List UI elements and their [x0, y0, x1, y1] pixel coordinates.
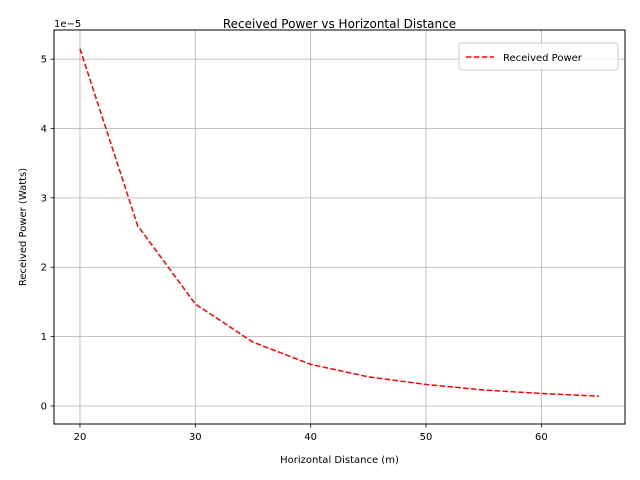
chart-title: Received Power vs Horizontal Distance — [223, 17, 456, 31]
series-lines — [79, 48, 600, 397]
y-tick-label: 1 — [41, 332, 47, 343]
y-tick-label: 4 — [41, 124, 47, 135]
y-tick-label: 3 — [41, 193, 47, 204]
legend: Received Power — [458, 42, 619, 71]
x-tick-label: 50 — [420, 432, 433, 443]
x-tick-label: 60 — [535, 432, 548, 443]
y-tick-label: 5 — [41, 55, 47, 66]
x-tick-label: 20 — [74, 432, 87, 443]
x-axis-label: Horizontal Distance (m) — [280, 455, 399, 466]
x-tick-label: 40 — [304, 432, 317, 443]
series-line-received-power — [79, 48, 600, 397]
y-axis-offset-label: 1e−5 — [54, 19, 81, 30]
plot-area-frame — [53, 29, 626, 425]
x-tick-label: 30 — [189, 432, 202, 443]
grid — [54, 30, 625, 424]
x-axis-ticks: 20 30 40 50 60 — [74, 424, 548, 443]
legend-label-received-power: Received Power — [503, 53, 583, 64]
y-tick-label: 0 — [41, 401, 47, 412]
y-axis-ticks: 0 1 2 3 4 5 — [41, 55, 54, 412]
legend-box — [458, 42, 619, 71]
y-tick-label: 2 — [41, 263, 47, 274]
y-axis-label: Received Power (Watts) — [18, 168, 29, 286]
